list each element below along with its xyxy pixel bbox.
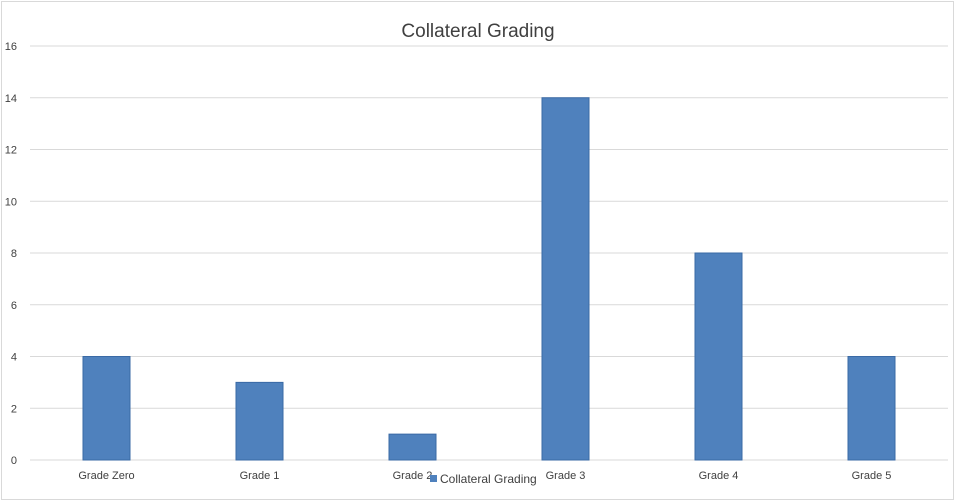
y-tick-label: 16: [5, 41, 17, 53]
x-tick-label: Grade 5: [852, 470, 892, 482]
y-tick-label: 14: [5, 93, 17, 105]
x-tick-label: Grade 3: [546, 470, 586, 482]
x-tick-label: Grade 1: [240, 470, 280, 482]
y-tick-label: 6: [11, 300, 17, 312]
y-tick-label: 8: [11, 248, 17, 260]
legend-label: Collateral Grading: [440, 472, 537, 486]
y-axis-tick-labels: 0 2 4 6 8 10 12 14 16: [5, 41, 17, 467]
y-tick-label: 4: [11, 352, 17, 364]
x-tick-label: Grade 2: [393, 470, 433, 482]
bar: [388, 433, 437, 461]
chart-title: Collateral Grading: [401, 21, 554, 42]
bar: [694, 252, 743, 461]
gridlines: [30, 45, 948, 461]
y-tick-label: 10: [5, 196, 17, 208]
bar: [541, 97, 590, 461]
legend: Collateral Grading: [430, 472, 537, 486]
bar: [82, 356, 131, 461]
bar: [235, 381, 284, 461]
y-tick-label: 0: [11, 455, 17, 467]
bars: [82, 97, 896, 461]
x-axis-tick-labels: Grade Zero Grade 1 Grade 2 Grade 3 Grade 4 Gr…: [78, 470, 891, 482]
legend-swatch: [430, 475, 437, 482]
x-tick-label: Grade Zero: [78, 470, 134, 482]
y-tick-label: 2: [11, 403, 17, 415]
bar: [847, 356, 896, 461]
x-tick-label: Grade 4: [699, 470, 739, 482]
y-tick-label: 12: [5, 145, 17, 157]
